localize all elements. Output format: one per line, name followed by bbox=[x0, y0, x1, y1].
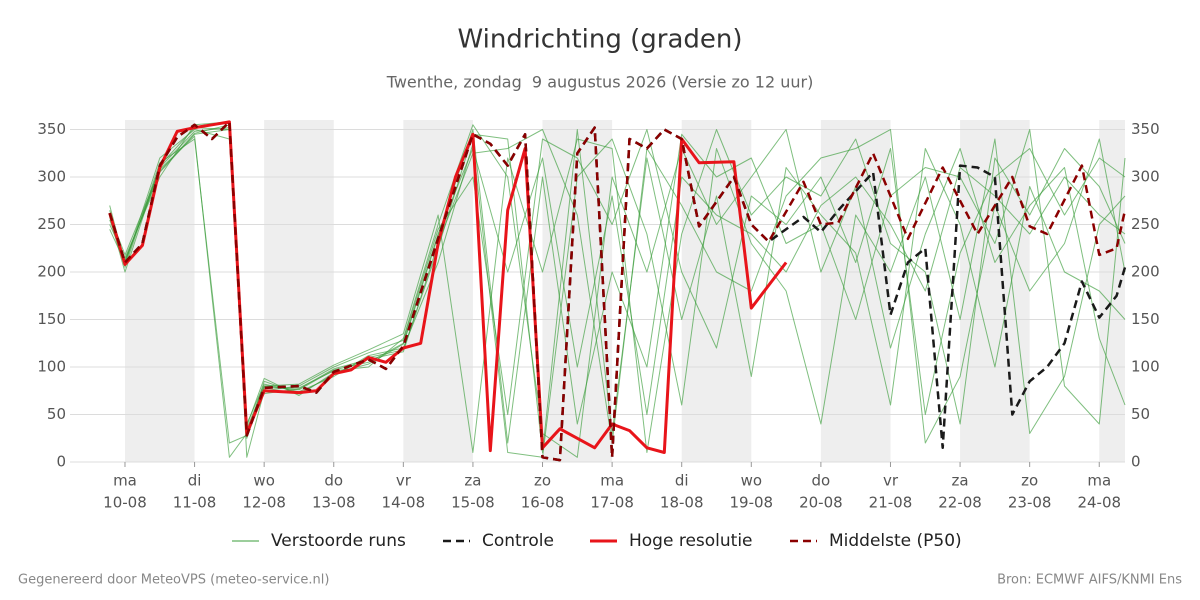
chart-subtitle: Twenthe, zondag 9 augustus 2026 (Versie … bbox=[386, 73, 814, 92]
day-shade bbox=[960, 120, 1030, 462]
day-shade bbox=[542, 120, 613, 462]
y-tick-label: 250 bbox=[37, 215, 66, 233]
x-tick-day: zo bbox=[1021, 472, 1038, 490]
x-tick-label: 24-08 bbox=[1077, 494, 1121, 512]
y-tick-label: 0 bbox=[56, 453, 66, 471]
legend-label: Controle bbox=[482, 531, 554, 551]
x-tick-label: 22-08 bbox=[938, 494, 982, 512]
x-tick-label: 14-08 bbox=[382, 494, 426, 512]
x-tick-day: do bbox=[324, 472, 343, 490]
chart-title: Windrichting (graden) bbox=[457, 25, 742, 55]
y2-tick-label: 0 bbox=[1131, 453, 1141, 471]
x-tick-day: za bbox=[952, 472, 969, 490]
ensemble-line bbox=[109, 127, 1126, 444]
y2-tick-label: 200 bbox=[1131, 263, 1160, 281]
x-tick-day: zo bbox=[534, 472, 551, 490]
x-tick-label: 13-08 bbox=[312, 494, 356, 512]
legend-label: Hoge resolutie bbox=[629, 531, 753, 551]
day-shade bbox=[403, 120, 473, 462]
y-tick-label: 150 bbox=[37, 310, 66, 328]
series-line bbox=[108, 120, 788, 454]
y2-tick-label: 50 bbox=[1131, 405, 1150, 423]
x-tick-day: di bbox=[188, 472, 202, 490]
footer-left: Gegenereerd door MeteoVPS (meteo-service… bbox=[18, 573, 329, 588]
x-tick-label: 15-08 bbox=[451, 494, 495, 512]
background bbox=[124, 120, 1125, 462]
y-tick-label: 50 bbox=[47, 405, 66, 423]
x-tick-day: ma bbox=[113, 472, 137, 490]
x-tick-day: vr bbox=[396, 472, 412, 490]
x-tick-day: wo bbox=[253, 472, 274, 490]
x-tick-label: 10-08 bbox=[103, 494, 147, 512]
x-tick-day: di bbox=[675, 472, 689, 490]
x-tick-label: 23-08 bbox=[1008, 494, 1052, 512]
y-tick-label: 200 bbox=[37, 263, 66, 281]
x-tick-label: 12-08 bbox=[242, 494, 286, 512]
x-tick-label: 21-08 bbox=[869, 494, 913, 512]
x-tick-label: 16-08 bbox=[521, 494, 565, 512]
y-tick-label: 350 bbox=[37, 120, 66, 138]
x-tick-day: ma bbox=[1087, 472, 1111, 490]
x-tick-day: vr bbox=[883, 472, 899, 490]
x-tick-day: ma bbox=[600, 472, 624, 490]
x-tick-label: 19-08 bbox=[729, 494, 773, 512]
y2-tick-label: 250 bbox=[1131, 215, 1160, 233]
series-line bbox=[108, 120, 1127, 462]
x-tick-label: 18-08 bbox=[660, 494, 704, 512]
x-tick-day: do bbox=[812, 472, 831, 490]
y-tick-label: 100 bbox=[37, 358, 66, 376]
y2-tick-label: 150 bbox=[1131, 310, 1160, 328]
day-shade bbox=[264, 120, 334, 462]
x-tick-day: za bbox=[464, 472, 481, 490]
y-tick-label: 300 bbox=[37, 168, 66, 186]
y2-tick-label: 350 bbox=[1131, 120, 1160, 138]
y2-tick-label: 300 bbox=[1131, 168, 1160, 186]
legend-label: Middelste (P50) bbox=[829, 531, 962, 551]
x-tick-day: wo bbox=[741, 472, 762, 490]
x-tick-label: 11-08 bbox=[173, 494, 217, 512]
x-tick-label: 20-08 bbox=[799, 494, 843, 512]
footer-right: Bron: ECMWF AIFS/KNMI Ens bbox=[997, 573, 1182, 588]
y2-tick-label: 100 bbox=[1131, 358, 1160, 376]
x-tick-label: 17-08 bbox=[590, 494, 634, 512]
legend-label: Verstoorde runs bbox=[271, 531, 406, 551]
